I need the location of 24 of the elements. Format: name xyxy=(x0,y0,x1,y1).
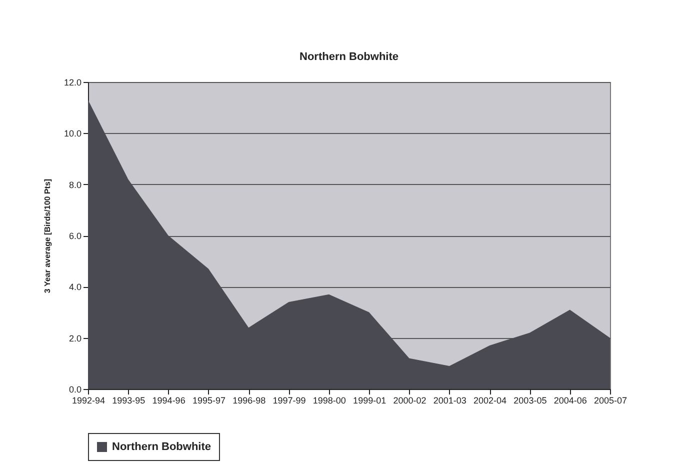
x-tick-label: 1993-95 xyxy=(112,396,146,406)
x-tick-label: 2000-02 xyxy=(393,396,426,406)
x-tick-label: 1996-98 xyxy=(232,396,266,406)
legend-label: Northern Bobwhite xyxy=(112,441,211,453)
x-tick-label: 2004-06 xyxy=(554,396,587,406)
y-tick-label: 8.0 xyxy=(68,180,82,190)
x-tick-label: 1995-97 xyxy=(192,396,226,406)
x-tick-label: 2005-07 xyxy=(594,396,628,406)
x-tick-label: 1997-99 xyxy=(272,396,306,406)
x-tick-label: 2002-04 xyxy=(474,396,507,406)
y-tick-label: 6.0 xyxy=(68,231,82,241)
x-tick-label: 2001-03 xyxy=(433,396,466,406)
chart-title: Northern Bobwhite xyxy=(300,51,398,63)
y-tick-label: 0.0 xyxy=(68,384,82,394)
y-tick-label: 2.0 xyxy=(68,333,82,344)
x-tick-label: 1994-96 xyxy=(152,396,186,406)
y-axis-title: 3 Year average [Birds/100 Pts] xyxy=(42,178,52,294)
x-tick-label: 1998-00 xyxy=(312,396,346,406)
y-tick-label: 12.0 xyxy=(64,78,82,88)
y-tick-label: 4.0 xyxy=(68,282,82,292)
y-tick-label: 10.0 xyxy=(64,128,82,139)
x-tick-label: 1999-01 xyxy=(353,396,386,406)
x-tick-label: 1992-94 xyxy=(72,396,106,406)
x-tick-label: 2003-05 xyxy=(514,396,547,406)
